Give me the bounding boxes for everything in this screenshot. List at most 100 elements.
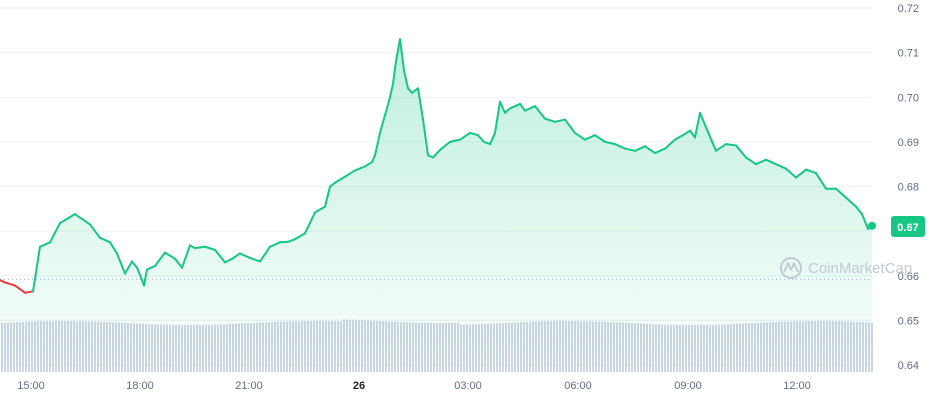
price-line-segment <box>861 213 869 230</box>
price-line-segment <box>74 213 91 226</box>
price-line-segment <box>269 241 281 248</box>
price-line-segment <box>371 154 376 163</box>
price-line-segment <box>519 102 526 112</box>
price-line-segment <box>805 168 817 175</box>
price-line-segment <box>745 156 757 166</box>
price-line-segment <box>364 160 373 168</box>
price-line-segment <box>287 238 296 243</box>
x-tick-label: 26 <box>353 380 365 392</box>
price-line-segment <box>14 284 26 294</box>
price-line-segment <box>131 260 138 269</box>
current-price-badge: 0.67 <box>891 216 925 237</box>
price-line-segment <box>504 107 511 114</box>
price-line-segment <box>136 266 141 276</box>
price-line-segment <box>335 175 346 184</box>
price-line-segment <box>174 257 183 269</box>
watermark-text: CoinMarketCap <box>808 260 912 277</box>
price-line-segment <box>594 134 606 143</box>
price-line-segment <box>249 256 261 263</box>
price-line-segment <box>499 100 506 114</box>
price-line-segment <box>449 138 461 143</box>
coinmarketcap-logo-icon <box>780 257 802 279</box>
price-line-segment <box>654 147 666 155</box>
price-line-segment <box>689 129 696 139</box>
current-price-badge-bg <box>891 216 925 237</box>
y-tick-label: 0.72 <box>898 3 919 15</box>
price-line-segment <box>489 131 496 146</box>
price-line-segment <box>483 140 491 146</box>
price-line-segment <box>815 172 827 190</box>
x-tick-label: 15:00 <box>17 380 45 392</box>
price-line-segment <box>59 213 76 225</box>
price-line-segment <box>344 169 356 178</box>
price-line-segment <box>146 264 156 271</box>
price-line-segment <box>634 145 646 152</box>
x-tick-label: 06:00 <box>564 380 592 392</box>
price-line-segment <box>715 143 727 152</box>
price-line-segment <box>411 87 419 94</box>
price-line-segment <box>694 111 701 139</box>
price-area-fill <box>0 39 872 365</box>
x-axis: 15:00 18:00 21:00 26 03:00 06:00 09:00 12:00 <box>17 380 811 392</box>
price-line-segment <box>439 140 451 151</box>
price-line-segment <box>765 158 777 166</box>
price-line-segment <box>845 196 857 208</box>
price-line-segment <box>574 131 586 141</box>
price-line-segment <box>389 82 394 99</box>
price-line-segment <box>403 69 409 90</box>
price-line-segment <box>432 148 441 159</box>
price-line <box>0 38 873 294</box>
current-price-label: 0.67 <box>897 222 918 234</box>
price-line-segment <box>422 118 429 157</box>
y-tick-label: 0.64 <box>898 360 919 372</box>
price-line-segment <box>795 168 807 179</box>
y-axis: 0.72 0.71 0.70 0.69 0.68 0.67 0.66 0.65 0.64 <box>898 3 919 372</box>
price-line-segment <box>604 140 616 146</box>
price-line-segment <box>682 129 691 137</box>
x-tick-label: 09:00 <box>674 380 702 392</box>
price-line-segment <box>24 290 34 294</box>
price-line-segment <box>109 241 118 255</box>
price-line-segment <box>194 245 206 250</box>
price-line-segment <box>214 248 226 264</box>
price-line-segment <box>49 222 61 244</box>
price-line-segment <box>469 131 479 137</box>
price-line-segment <box>329 181 337 188</box>
price-line-segment <box>725 143 737 147</box>
price-line-segment <box>735 144 747 159</box>
price-line-segment <box>374 131 381 157</box>
price-line-segment <box>239 252 251 259</box>
price-line-segment <box>304 211 316 235</box>
price-line-segment <box>785 167 797 179</box>
price-line-segment <box>324 185 331 208</box>
price-line-segment <box>314 205 326 214</box>
x-tick-label: 12:00 <box>783 380 811 392</box>
price-line-segment <box>384 96 391 117</box>
x-tick-label: 18:00 <box>126 380 154 392</box>
price-line-segment <box>399 38 405 72</box>
price-line-segment <box>707 131 717 152</box>
price-line-segment <box>459 131 471 141</box>
price-line-segment <box>116 252 126 275</box>
price-line-segment <box>395 38 401 63</box>
y-tick-label: 0.65 <box>898 315 919 327</box>
y-tick-label: 0.68 <box>898 182 919 194</box>
price-line-segment <box>477 134 485 143</box>
price-line-segment <box>534 105 546 120</box>
price-line-segment <box>4 281 16 287</box>
y-tick-label: 0.69 <box>898 137 919 149</box>
price-line-segment <box>564 118 576 134</box>
price-line-segment <box>584 134 596 141</box>
y-tick-label: 0.71 <box>898 48 919 60</box>
price-line-segment <box>294 232 306 241</box>
price-line-segment <box>644 145 656 155</box>
price-line-segment <box>554 118 566 123</box>
price-line-segment <box>164 251 176 260</box>
price-line-segment <box>124 260 133 275</box>
price-line-segment <box>494 100 501 134</box>
price-line-segment <box>664 138 676 150</box>
price-line-segment <box>181 244 191 269</box>
price-line-segment <box>99 236 111 244</box>
price-line-segment <box>204 245 216 251</box>
